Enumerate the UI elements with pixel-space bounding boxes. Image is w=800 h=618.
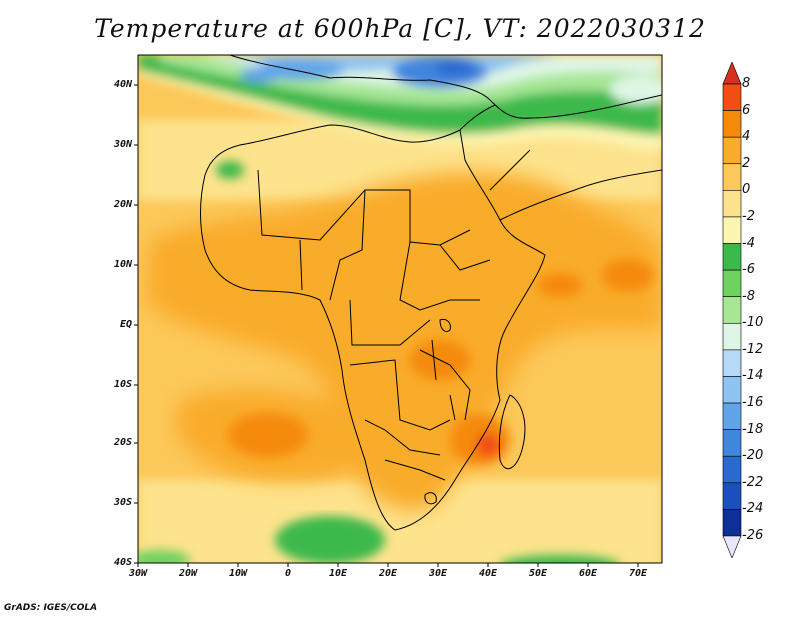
- lon-label-60e: 60E: [578, 568, 598, 579]
- colorbar-segment: [722, 296, 742, 324]
- lat-label-eq: EQ: [119, 319, 132, 330]
- colorbar-segment: [722, 455, 742, 484]
- colorbar-segment: [722, 110, 742, 138]
- lon-label-20e: 20E: [378, 568, 398, 579]
- lon-label-40e: 40E: [478, 568, 498, 579]
- colorbar-segment: [722, 509, 742, 537]
- colorbar-label: 4: [742, 129, 751, 145]
- lon-label-50e: 50E: [528, 568, 548, 579]
- colorbar-segment: [722, 136, 742, 165]
- plot-frame: [137, 54, 663, 564]
- coastlines: [199, 55, 662, 531]
- colorbar-label: -22: [742, 474, 764, 490]
- colorbar-segment: [722, 190, 742, 218]
- lon-label-70e: 70E: [628, 568, 648, 579]
- lat-label-20s: 20S: [113, 437, 132, 448]
- lon-label-20w: 20W: [178, 568, 198, 579]
- colorbar-label: -2: [742, 208, 755, 224]
- colorbar-segment: [722, 322, 742, 351]
- colorbar-label: -4: [742, 235, 755, 251]
- colorbar-segment: [722, 163, 742, 191]
- lat-label-30s: 30S: [113, 497, 132, 508]
- lon-label-30e: 30E: [428, 568, 448, 579]
- colorbar-label: 2: [742, 155, 751, 171]
- colorbar-segment: [722, 243, 742, 271]
- colorbar-segment: [722, 482, 742, 510]
- colorbar-label: 8: [742, 76, 751, 91]
- colorbar-label: -24: [742, 501, 764, 517]
- lon-label-10e: 10E: [328, 568, 348, 579]
- colorbar-label: -10: [742, 315, 764, 331]
- temperature-field: [138, 55, 662, 563]
- colorbar-segment: [722, 402, 742, 430]
- colorbar-top-arrow: [722, 62, 742, 85]
- lat-label-10s: 10S: [113, 379, 132, 390]
- lon-label-0: 0: [284, 568, 292, 579]
- colorbar-label: -18: [742, 421, 764, 437]
- colorbar-label: -20: [742, 448, 764, 464]
- colorbar-segment: [722, 349, 742, 377]
- colorbar-label: -26: [742, 528, 764, 543]
- colorbar-label: -16: [742, 395, 764, 411]
- lon-label-30w: 30W: [128, 568, 148, 579]
- colorbar-label: -6: [742, 262, 755, 278]
- lat-label-20n: 20N: [113, 199, 132, 210]
- lat-label-40n: 40N: [113, 79, 132, 90]
- colorbar-segment: [722, 376, 742, 404]
- colorbar-label: -14: [742, 368, 764, 384]
- lat-label-40s: 40S: [113, 557, 132, 568]
- axis-ticks: [134, 84, 639, 567]
- lat-label-30n: 30N: [113, 139, 132, 150]
- lat-label-10n: 10N: [113, 259, 132, 270]
- colorbar-bottom-arrow: [722, 535, 742, 558]
- colorbar-segment: [722, 429, 742, 457]
- colorbar-label: 0: [742, 182, 751, 198]
- colorbar-label: -8: [742, 288, 755, 304]
- colorbar: [722, 62, 742, 558]
- colorbar-label: 6: [742, 102, 751, 118]
- map-title: Temperature at 600hPa [C], VT: 202203031…: [94, 14, 706, 43]
- colorbar-label: -12: [742, 341, 764, 357]
- lon-label-10w: 10W: [228, 568, 248, 579]
- colorbar-segment: [722, 83, 742, 111]
- credit-text: GrADS: IGES/COLA: [4, 603, 98, 613]
- colorbar-segment: [722, 269, 742, 298]
- colorbar-segment: [722, 216, 742, 244]
